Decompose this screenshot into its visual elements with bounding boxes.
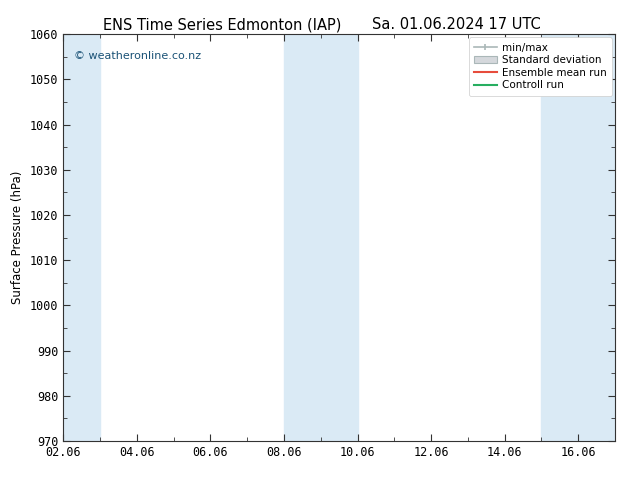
Bar — [541, 34, 615, 441]
Text: © weatheronline.co.nz: © weatheronline.co.nz — [74, 50, 202, 61]
Legend: min/max, Standard deviation, Ensemble mean run, Controll run: min/max, Standard deviation, Ensemble me… — [469, 37, 612, 96]
Bar — [284, 34, 358, 441]
Bar — [63, 34, 100, 441]
Text: Sa. 01.06.2024 17 UTC: Sa. 01.06.2024 17 UTC — [372, 17, 541, 32]
Text: ENS Time Series Edmonton (IAP): ENS Time Series Edmonton (IAP) — [103, 17, 341, 32]
Y-axis label: Surface Pressure (hPa): Surface Pressure (hPa) — [11, 171, 25, 304]
